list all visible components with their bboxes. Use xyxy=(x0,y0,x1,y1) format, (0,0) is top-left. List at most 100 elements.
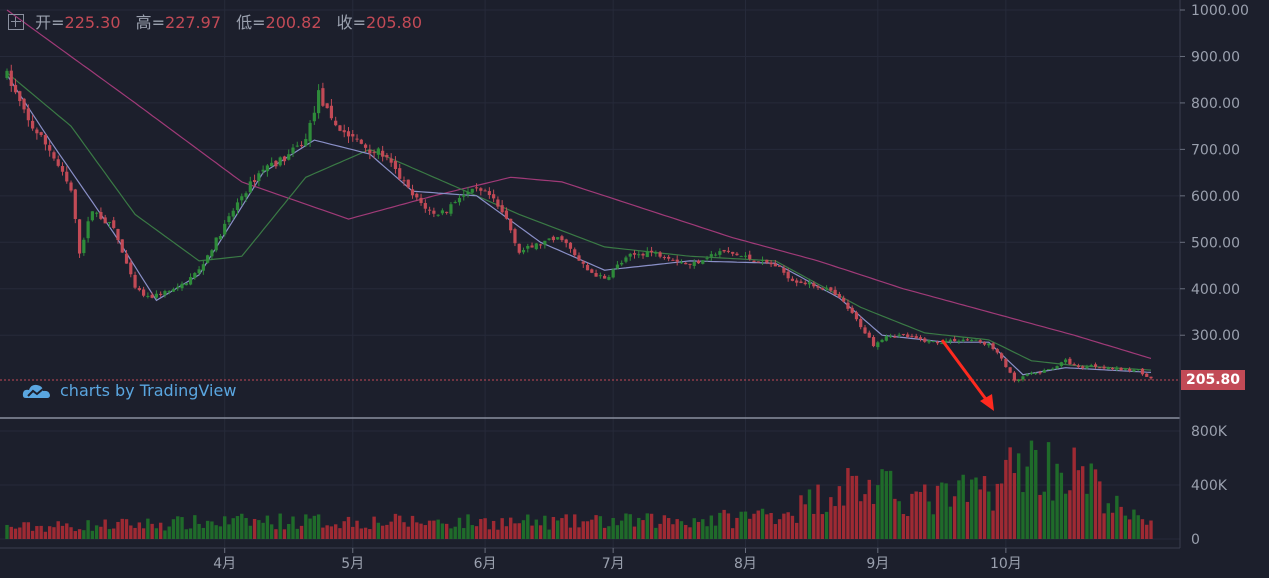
tradingview-branding[interactable]: charts by TradingView xyxy=(22,381,236,400)
volume-bar xyxy=(380,525,385,539)
volume-bar xyxy=(1123,515,1128,539)
candle-body xyxy=(649,250,654,253)
candle-body xyxy=(927,340,931,343)
volume-bar xyxy=(679,521,684,539)
candle-body xyxy=(957,340,961,342)
time-tick-label: 4月 xyxy=(213,556,236,572)
candle-body xyxy=(637,254,641,256)
volume-bar xyxy=(457,517,462,539)
volume-bar xyxy=(39,525,43,539)
candle-body xyxy=(1076,365,1081,367)
volume-bar xyxy=(1081,466,1085,539)
volume-bar xyxy=(402,522,406,539)
volume-bar xyxy=(1072,447,1076,539)
candle-body xyxy=(641,253,645,256)
candle-body xyxy=(1089,365,1093,367)
candle-body xyxy=(99,212,103,219)
volume-bar xyxy=(150,523,154,539)
price-tick-label: 800.00 xyxy=(1191,96,1240,112)
candle-body xyxy=(154,293,159,298)
volume-bar xyxy=(1110,512,1115,539)
candle-body xyxy=(470,188,474,193)
candle-body xyxy=(620,262,624,265)
volume-bar xyxy=(158,522,163,539)
volume-bar xyxy=(782,513,786,539)
volume-bar xyxy=(52,527,56,539)
ma10-line xyxy=(6,72,1152,371)
volume-bar xyxy=(197,523,201,539)
volume-bar xyxy=(628,514,632,539)
volume-bar xyxy=(235,516,240,539)
time-axis: 4月 5月 6月 7月 8月 9月 10月 xyxy=(213,548,1022,572)
volume-bar xyxy=(398,515,402,539)
candle-body xyxy=(944,340,948,343)
open-label: 开= xyxy=(35,13,65,32)
volume-bar xyxy=(769,513,773,539)
ohlc-header: 开=225.30 高=227.97 低=200.82 收=205.80 xyxy=(8,9,422,33)
volume-bar xyxy=(632,526,637,539)
volume-bar xyxy=(1063,493,1068,539)
volume-bar xyxy=(816,484,820,539)
volume-bar xyxy=(295,528,299,539)
volume-bar xyxy=(218,526,223,539)
volume-bar xyxy=(86,520,90,539)
candle-body xyxy=(410,189,415,196)
volume-bar xyxy=(359,528,363,539)
candle-body xyxy=(999,353,1004,359)
candle-body xyxy=(679,262,684,264)
candle-body xyxy=(581,261,585,264)
candle-body xyxy=(1059,362,1063,367)
volume-bar xyxy=(585,521,590,539)
candle-body xyxy=(1145,373,1149,377)
candle-body xyxy=(1085,366,1089,369)
candle-body xyxy=(445,211,449,213)
price-tick-label: 400.00 xyxy=(1191,282,1240,298)
candle-body xyxy=(662,257,666,259)
candle-body xyxy=(65,171,69,182)
volume-tick-label: 800K xyxy=(1191,424,1228,440)
candle-body xyxy=(308,122,312,142)
candle-body xyxy=(914,336,918,339)
candle-body xyxy=(334,120,338,126)
candle-body xyxy=(265,165,269,172)
volume-bar xyxy=(1145,524,1149,539)
candle-body xyxy=(402,180,406,182)
candle-body xyxy=(880,339,884,343)
candle-body xyxy=(146,295,150,297)
cloud-icon xyxy=(22,384,50,398)
moving-average-lines xyxy=(6,9,1152,376)
volume-bar xyxy=(961,474,965,539)
volume-bar xyxy=(1059,472,1064,539)
candle-body xyxy=(218,235,223,240)
volume-bar xyxy=(94,525,99,539)
volume-bar xyxy=(760,508,765,539)
volume-bar xyxy=(1034,449,1038,539)
plus-icon[interactable] xyxy=(8,14,24,30)
candle-body xyxy=(556,237,560,240)
candle-body xyxy=(457,197,462,203)
volume-bar xyxy=(999,483,1004,539)
candle-body xyxy=(206,255,210,263)
candle-body xyxy=(227,216,231,223)
volume-bar xyxy=(854,475,859,539)
volume-bar xyxy=(619,520,624,539)
volume-bar xyxy=(568,527,573,539)
volume-bar xyxy=(474,526,479,539)
candle-body xyxy=(850,307,854,313)
price-tick-label: 500.00 xyxy=(1191,235,1240,251)
volume-bar xyxy=(931,514,935,539)
volume-bar xyxy=(60,525,65,539)
volume-bar xyxy=(1055,463,1059,539)
volume-bar xyxy=(154,528,159,539)
candle-body xyxy=(688,263,692,265)
volume-bar xyxy=(581,521,585,539)
volume-bar xyxy=(1004,459,1008,539)
volume-bar xyxy=(466,514,470,539)
candle-body xyxy=(790,278,795,281)
volume-bar xyxy=(803,504,807,539)
candle-body xyxy=(466,191,470,195)
volume-bar xyxy=(952,496,957,539)
candle-body xyxy=(538,244,543,246)
candle-body xyxy=(615,264,620,269)
